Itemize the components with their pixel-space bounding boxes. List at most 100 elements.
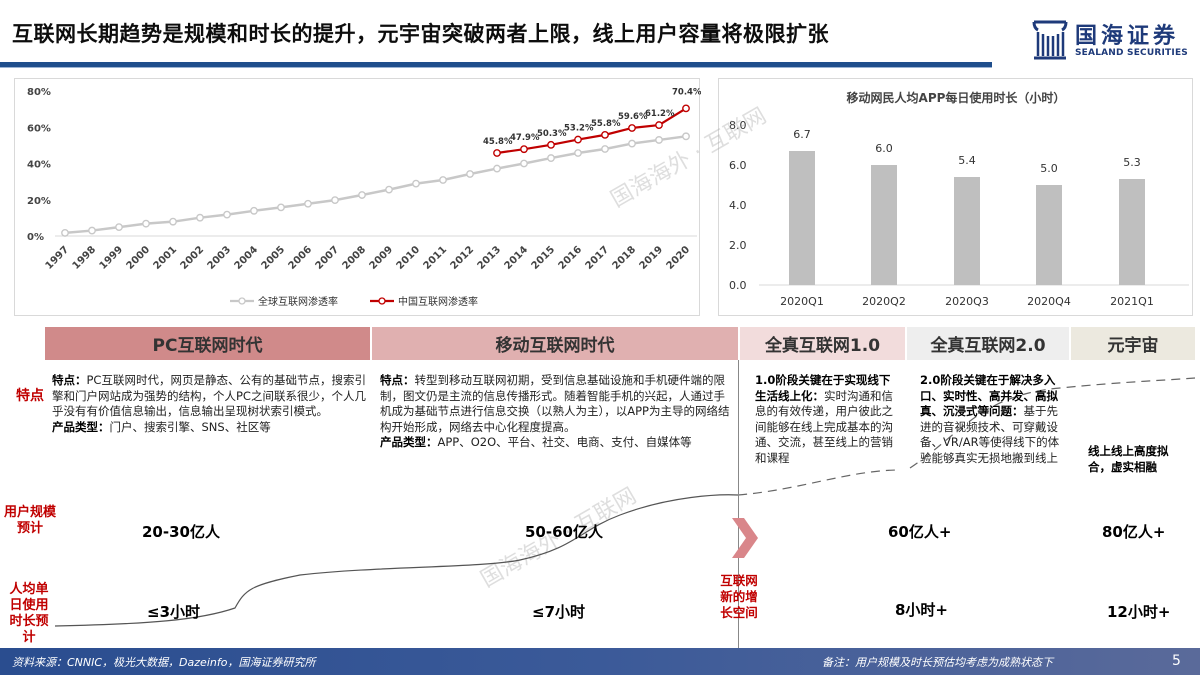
data-point [493,164,501,173]
data-label: 59.6% [618,112,648,122]
data-point [142,219,150,228]
data-point [520,159,528,168]
series-line [496,107,687,155]
row-label-features: 特点 [16,388,44,404]
x-tick-label: 2003 [206,244,233,271]
users-full-real: 60亿人+ [888,523,952,541]
x-tick-label: 2020Q1 [780,295,824,308]
mobile-era-description: 特点：转型到移动互联网初期，受到信息基础设施和手机硬件端的限制，图文仍是主流的信… [380,373,736,451]
data-label: 50.3% [537,129,567,139]
data-point [655,136,663,144]
pc-type-body: 门户、搜索引擎、SNS、社区等 [109,419,271,434]
sealand-logo-icon [1032,20,1068,60]
y-tick-label: 4.0 [729,199,747,212]
page-number: 5 [1172,653,1181,669]
bar-chart-title: 移动网民人均APP每日使用时长（小时） [847,90,1066,105]
pc-feature-head: 特点： [52,373,87,387]
x-tick-label: 2009 [368,244,395,271]
app-usage-bar-chart: 移动网民人均APP每日使用时长（小时） 0.0 2.0 4.0 6.0 8.0 6.7 202… [718,78,1193,316]
era-header-metaverse: 元宇宙 [1071,327,1195,360]
data-point [466,170,474,178]
line-chart-svg: 0%20%40%60%80%1997 1998 1999 2000 2001 2002 20… [27,87,701,308]
pc-feature-body: PC互联网时代，网页是静态、公有的基础节点，搜索引擎和门户网站成为强势的结构，个… [52,373,366,418]
x-tick-label: 2020Q4 [1027,295,1071,308]
bar [789,151,815,285]
data-point [115,223,123,232]
time-metaverse: 12小时+ [1107,603,1171,621]
v1-feature-body: 实时沟通和信息的有效传递，用户彼此之间能够在线上完成基本的沟通、交流，甚至线上的… [755,388,893,465]
x-tick-label: 2015 [530,244,557,271]
x-tick-label: 2000 [125,244,152,271]
era-header-mobile: 移动互联网时代 [372,327,738,360]
bar [871,165,897,285]
data-label: 61.2% [645,109,675,119]
data-point [358,191,366,199]
data-point [547,154,555,162]
users-metaverse: 80亿人+ [1102,523,1166,541]
x-tick-label: 2021Q1 [1110,295,1154,308]
legend-marker [238,297,246,305]
bar [1036,185,1062,285]
bar-value-label: 6.0 [875,142,893,155]
x-tick-label: 2011 [422,244,449,271]
data-point [277,203,285,212]
x-tick-label: 1997 [44,244,71,271]
penetration-line-chart: 0% 20% 40% 60% 80% 1997 1998 1999 2000 2001 2002 20… [14,78,701,316]
data-label: 70.4% [672,87,701,97]
data-point [88,226,96,235]
x-tick-label: 2016 [557,244,584,271]
bar-value-label: 5.4 [958,154,976,167]
data-point [655,121,663,129]
row-label-time: 人均单日使用时长预计 [9,582,49,645]
bar-chart-svg: 移动网民人均APP每日使用时长（小时） 0.0 2.0 4.0 6.0 8.0 6.7 202… [729,90,1189,308]
chevron-right-icon [732,518,758,558]
x-tick-label: 2017 [584,244,611,271]
logo-subtitle: SEALAND SECURITIES [1075,48,1188,58]
y-tick-label: 8.0 [729,119,747,132]
x-tick-label: 2006 [287,244,314,271]
data-point [439,176,447,184]
x-tick-label: 2019 [638,244,665,271]
era-header-full-real-2: 全真互联网2.0 [907,327,1069,360]
bar [954,177,980,285]
v1-feature-head: 1.0阶段关键在于实现线下生活线上化： [755,373,891,403]
data-point [682,104,690,113]
data-point [250,206,258,215]
y-tick-label: 40% [27,160,51,171]
x-tick-label: 2020Q3 [945,295,989,308]
page-title: 互联网长期趋势是规模和时长的提升，元宇宙突破两者上限，线上用户容量将极限扩张 [12,22,829,46]
y-tick-label: 6.0 [729,159,747,172]
x-tick-label: 2005 [260,244,287,271]
x-tick-label: 2010 [395,244,422,271]
remark-note: 备注：用户规模及时长预估均考虑为成熟状态下 [822,656,1053,669]
y-tick-label: 60% [27,123,51,134]
y-tick-label: 20% [27,196,51,207]
data-point [412,179,420,188]
x-tick-label: 2012 [449,244,476,271]
x-tick-label: 2014 [503,244,530,271]
legend-marker [378,297,386,305]
data-point [601,130,609,139]
y-tick-label: 0% [27,232,44,243]
data-label: 55.8% [591,119,621,129]
data-point [682,132,690,141]
y-tick-label: 2.0 [729,239,747,252]
row-label-users: 用户规模预计 [4,505,57,536]
data-label: 53.2% [564,124,594,134]
data-point [547,140,555,149]
y-tick-label: 0.0 [729,279,747,292]
full-real-1-description: 1.0阶段关键在于实现线下生活线上化：实时沟通和信息的有效传递，用户彼此之间能够… [755,373,900,466]
x-tick-label: 2004 [233,244,260,271]
meta-feature-head: 线上线上高度拟合，虚实相融 [1088,444,1169,474]
x-tick-label: 2002 [179,244,206,271]
v2-feature-head: 2.0阶段关键在于解决多入口、实时性、高并发、高拟真、沉浸式等问题： [920,373,1058,418]
data-point [61,229,69,237]
data-label: 47.9% [510,133,540,143]
pc-type-head: 产品类型： [52,419,110,434]
mobile-feature-body: 转型到移动互联网初期，受到信息基础设施和手机硬件端的限制，图文仍是主流的信息传播… [380,373,730,434]
company-logo: 国海证券 SEALAND SECURITIES [1030,18,1195,62]
metaverse-description: 线上线上高度拟合，虚实相融 [1088,444,1188,475]
source-note: 资料来源：CNNIC，极光大数据，Dazeinfo，国海证券研究所 [12,656,316,669]
growth-space-label: 互联网新的增长空间 [720,573,758,620]
data-point [520,145,528,154]
